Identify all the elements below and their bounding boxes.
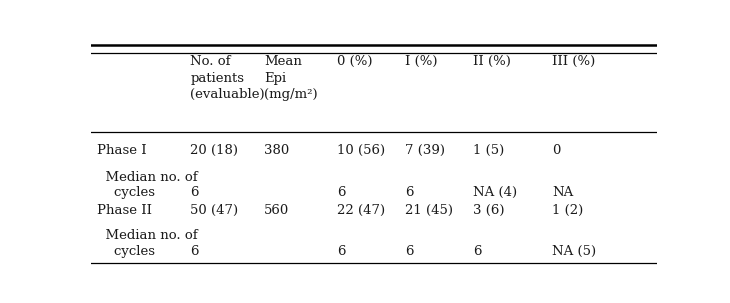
Text: 1 (2): 1 (2) [553, 204, 583, 217]
Text: 0 (%): 0 (%) [337, 55, 373, 68]
Text: No. of
patients
(evaluable): No. of patients (evaluable) [191, 55, 265, 101]
Text: 6: 6 [337, 186, 346, 199]
Text: 10 (56): 10 (56) [337, 144, 385, 157]
Text: 6: 6 [191, 186, 199, 199]
Text: NA (5): NA (5) [553, 245, 596, 258]
Text: 6: 6 [337, 245, 346, 258]
Text: II (%): II (%) [473, 55, 511, 68]
Text: cycles: cycles [97, 245, 155, 258]
Text: 560: 560 [264, 204, 289, 217]
Text: 1 (5): 1 (5) [473, 144, 504, 157]
Text: 7 (39): 7 (39) [405, 144, 445, 157]
Text: 6: 6 [405, 186, 414, 199]
Text: NA: NA [553, 186, 574, 199]
Text: 21 (45): 21 (45) [405, 204, 453, 217]
Text: 50 (47): 50 (47) [191, 204, 239, 217]
Text: cycles: cycles [97, 186, 155, 199]
Text: Mean
Epi
(mg/m²): Mean Epi (mg/m²) [264, 55, 318, 101]
Text: 6: 6 [191, 245, 199, 258]
Text: 6: 6 [405, 245, 414, 258]
Text: Median no. of: Median no. of [97, 229, 198, 242]
Text: 3 (6): 3 (6) [473, 204, 504, 217]
Text: I (%): I (%) [405, 55, 438, 68]
Text: 380: 380 [264, 144, 289, 157]
Text: 22 (47): 22 (47) [337, 204, 385, 217]
Text: 20 (18): 20 (18) [191, 144, 238, 157]
Text: Phase I: Phase I [97, 144, 147, 157]
Text: III (%): III (%) [553, 55, 596, 68]
Text: Phase II: Phase II [97, 204, 152, 217]
Text: 0: 0 [553, 144, 561, 157]
Text: Median no. of: Median no. of [97, 171, 198, 184]
Text: NA (4): NA (4) [473, 186, 518, 199]
Text: 6: 6 [473, 245, 482, 258]
